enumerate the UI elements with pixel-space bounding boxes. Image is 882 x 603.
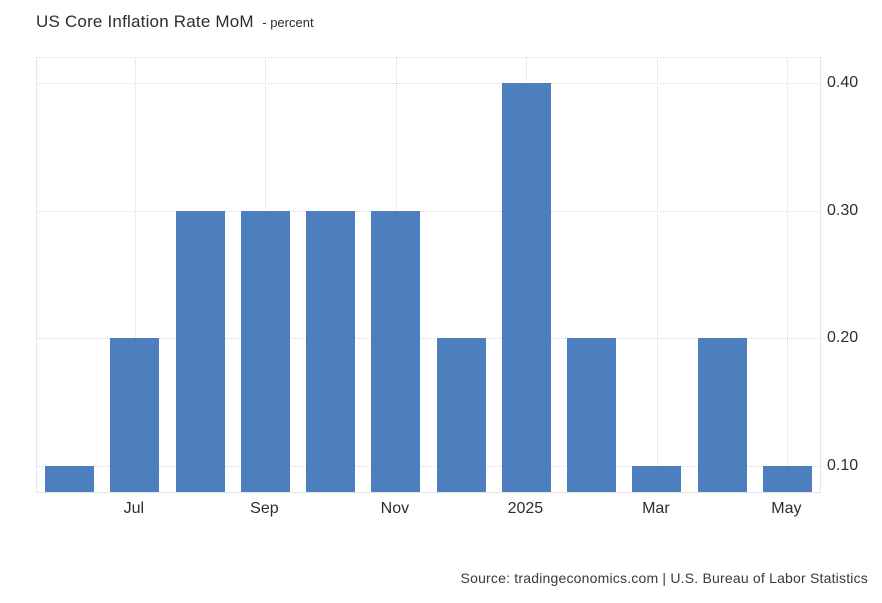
gridline-y-0.30 [37,210,820,212]
chart-title: US Core Inflation Rate MoM [36,12,254,31]
gridline-y-0.10 [37,466,820,468]
gridline-x-Mar [656,57,658,492]
source-attribution: Source: tradingeconomics.com | U.S. Bure… [460,570,868,586]
gridline-y-0.20 [37,338,820,340]
y-tick-label-0.20: 0.20 [827,329,859,347]
gridline-x-May [787,57,789,492]
x-tick-label-Jul: Jul [123,500,145,517]
chart-header: US Core Inflation Rate MoM - percent [36,12,314,32]
bar-oct-2024[interactable] [306,210,356,492]
bar-apr-2025[interactable] [697,338,747,492]
bar-sep-2024[interactable] [240,210,290,492]
gridline-y-0.40 [37,82,820,84]
bar-aug-2024[interactable] [175,210,225,492]
bar-nov-2024[interactable] [371,210,421,492]
x-tick-label-2025: 2025 [507,500,544,517]
bar-mar-2025[interactable] [632,466,682,492]
bar-jun-2024[interactable] [45,466,95,492]
y-tick-label-0.10: 0.10 [827,457,859,475]
y-tick-label-0.40: 0.40 [827,73,859,91]
chart-subtitle: - percent [262,15,314,30]
gridline-x-Jul [134,57,136,492]
x-tick-label-Nov: Nov [380,500,410,517]
bar-dec-2024[interactable] [436,338,486,492]
gridline-top [37,57,820,58]
bar-jan-2025[interactable] [501,82,551,492]
bar-may-2025[interactable] [762,466,812,492]
plot-area [36,57,821,493]
x-tick-label-Mar: Mar [642,500,670,517]
x-tick-label-May: May [771,500,802,517]
y-tick-label-0.30: 0.30 [827,201,859,219]
bar-feb-2025[interactable] [567,338,617,492]
x-tick-label-Sep: Sep [250,500,279,517]
bar-jul-2024[interactable] [110,338,160,492]
